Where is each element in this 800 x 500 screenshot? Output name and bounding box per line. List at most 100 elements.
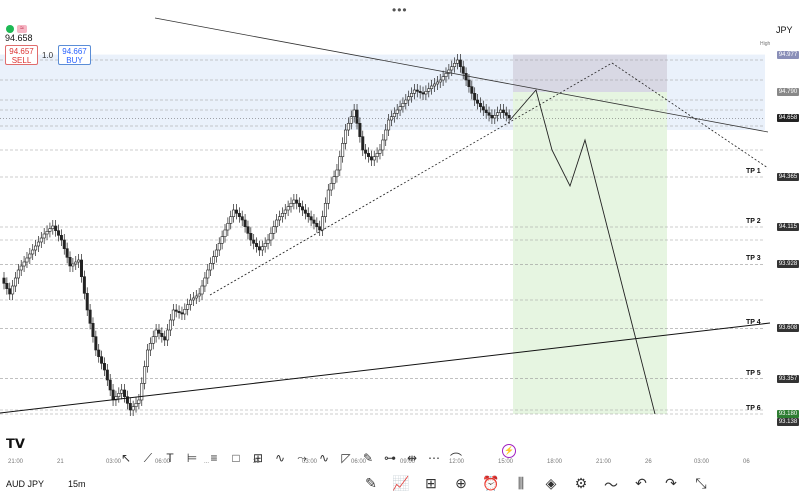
range-icon[interactable]: ⇹ [406, 451, 418, 465]
pointer-icon[interactable]: ↖ [120, 451, 132, 465]
candle-body [387, 119, 391, 131]
callout-icon[interactable]: ◸ [341, 451, 351, 465]
sell-label: SELL [11, 56, 32, 65]
candle-body [189, 299, 193, 305]
candle-body [407, 96, 411, 101]
candle-body [490, 115, 494, 119]
fullscreen-icon[interactable]: ⤡ [695, 475, 707, 491]
currency-tag: JPY [776, 25, 793, 35]
wave-icon[interactable]: ∿ [318, 451, 330, 465]
measure-icon[interactable]: ⊨ [186, 451, 198, 465]
templates-icon[interactable]: ⊞ [425, 475, 437, 491]
ruler-icon[interactable]: ⊶ [384, 451, 396, 465]
candle-body [82, 276, 86, 294]
pencil-icon[interactable]: ✎ [362, 451, 374, 465]
trend-line-support [0, 322, 771, 414]
candle-body [180, 312, 184, 315]
alert-icon[interactable]: ⏰ [482, 475, 500, 491]
symbol-label[interactable]: AUD JPY [6, 479, 45, 489]
candle-body [364, 149, 368, 154]
more-menu-icon[interactable]: ••• [392, 3, 408, 17]
candle-body [243, 219, 247, 227]
candle-body [88, 309, 92, 324]
candle-body [206, 269, 210, 279]
curve-icon[interactable]: ⌒ [449, 451, 462, 466]
bottom-toolbar: ✎ 📈 ⊞ ⊕ ⏰ ⫼ ◈ ⚙ 〜 ↶ ↷ ⤡ [362, 475, 710, 495]
grid-icon[interactable]: ⊞ [252, 451, 264, 465]
settings-icon[interactable]: ⚙ [574, 475, 588, 491]
tp-label: TP 5 [746, 369, 761, 377]
candle-body [166, 329, 170, 341]
candle-body [114, 396, 118, 401]
quantity-input[interactable]: 1.0 [42, 51, 54, 60]
candle-body [355, 109, 359, 124]
candle-body [326, 189, 330, 204]
layers-icon[interactable]: ◈ [545, 475, 557, 491]
candle-body [450, 66, 454, 71]
candle-body [42, 233, 46, 239]
candle-body [384, 129, 388, 141]
candle-body [79, 259, 83, 277]
candle-body [102, 363, 106, 371]
candle-body [272, 226, 276, 234]
candle-body [438, 79, 442, 83]
line-icon[interactable]: ⟋ [143, 450, 153, 465]
candle-body [68, 257, 72, 267]
compare-icon[interactable]: 〜 [604, 477, 618, 493]
sell-button[interactable]: 94.657 SELL [5, 45, 38, 65]
text-icon[interactable]: T [166, 451, 174, 465]
candle-body [39, 237, 43, 243]
drawing-toolbar: ↖ ⟋ T ⊨ ≡ □ ⊞ ∿ ⤳ ∿ ◸ ✎ ⊶ ⇹ ⋯ ⌒ [118, 447, 464, 469]
candle-body [209, 263, 213, 271]
candle-body [160, 333, 164, 337]
candle-body [269, 233, 273, 241]
pen-icon[interactable]: ✎ [365, 475, 377, 491]
connector-icon[interactable]: ⋯ [428, 451, 440, 465]
candle-body [335, 169, 339, 177]
timeframe-label[interactable]: 15m [68, 479, 86, 489]
candle-body [34, 245, 38, 251]
brush-icon[interactable]: ∿ [274, 451, 286, 465]
candle-body [62, 239, 66, 249]
candle-body [157, 329, 161, 334]
redo-icon[interactable]: ↷ [665, 475, 677, 491]
candle-body [22, 261, 26, 267]
undo-icon[interactable]: ↶ [635, 475, 647, 491]
channel-icon[interactable]: ≡ [210, 451, 218, 465]
candle-body [266, 239, 270, 244]
time-tick-label: 26 [645, 459, 652, 465]
path-icon[interactable]: ⤳ [297, 450, 307, 465]
candle-body [249, 233, 253, 241]
candle-body [194, 295, 198, 299]
candles-icon[interactable]: ⫼ [517, 475, 525, 491]
candle-body [137, 399, 141, 404]
candle-body [5, 283, 9, 289]
candle-body [171, 309, 175, 321]
add-icon[interactable]: ⊕ [455, 475, 467, 491]
candle-body [312, 219, 316, 224]
candle-body [344, 129, 348, 144]
candle-body [332, 176, 336, 184]
candle-body [321, 216, 325, 231]
candle-body [203, 277, 207, 287]
candle-body [140, 383, 144, 401]
candle-body [200, 285, 204, 295]
indicators-icon[interactable]: 📈 [392, 475, 410, 491]
trend-line-down [154, 17, 769, 133]
candle-body [496, 112, 500, 116]
time-tick-label: 03:00 [106, 459, 122, 465]
candle-body [507, 115, 511, 119]
lightning-icon[interactable]: ⚡ [502, 444, 516, 458]
candle-body [48, 228, 52, 232]
rectangle-icon[interactable]: □ [232, 451, 240, 465]
candle-body [433, 83, 437, 87]
time-tick-label: 09:00 [400, 459, 416, 465]
current-price: 94.658 [5, 33, 33, 43]
high-label: High [760, 41, 771, 47]
candle-body [163, 336, 167, 341]
time-tick-label: 18:00 [547, 459, 563, 465]
buy-button[interactable]: 94.667 BUY [58, 45, 91, 65]
candle-body [318, 226, 322, 231]
candle-body [263, 243, 267, 247]
